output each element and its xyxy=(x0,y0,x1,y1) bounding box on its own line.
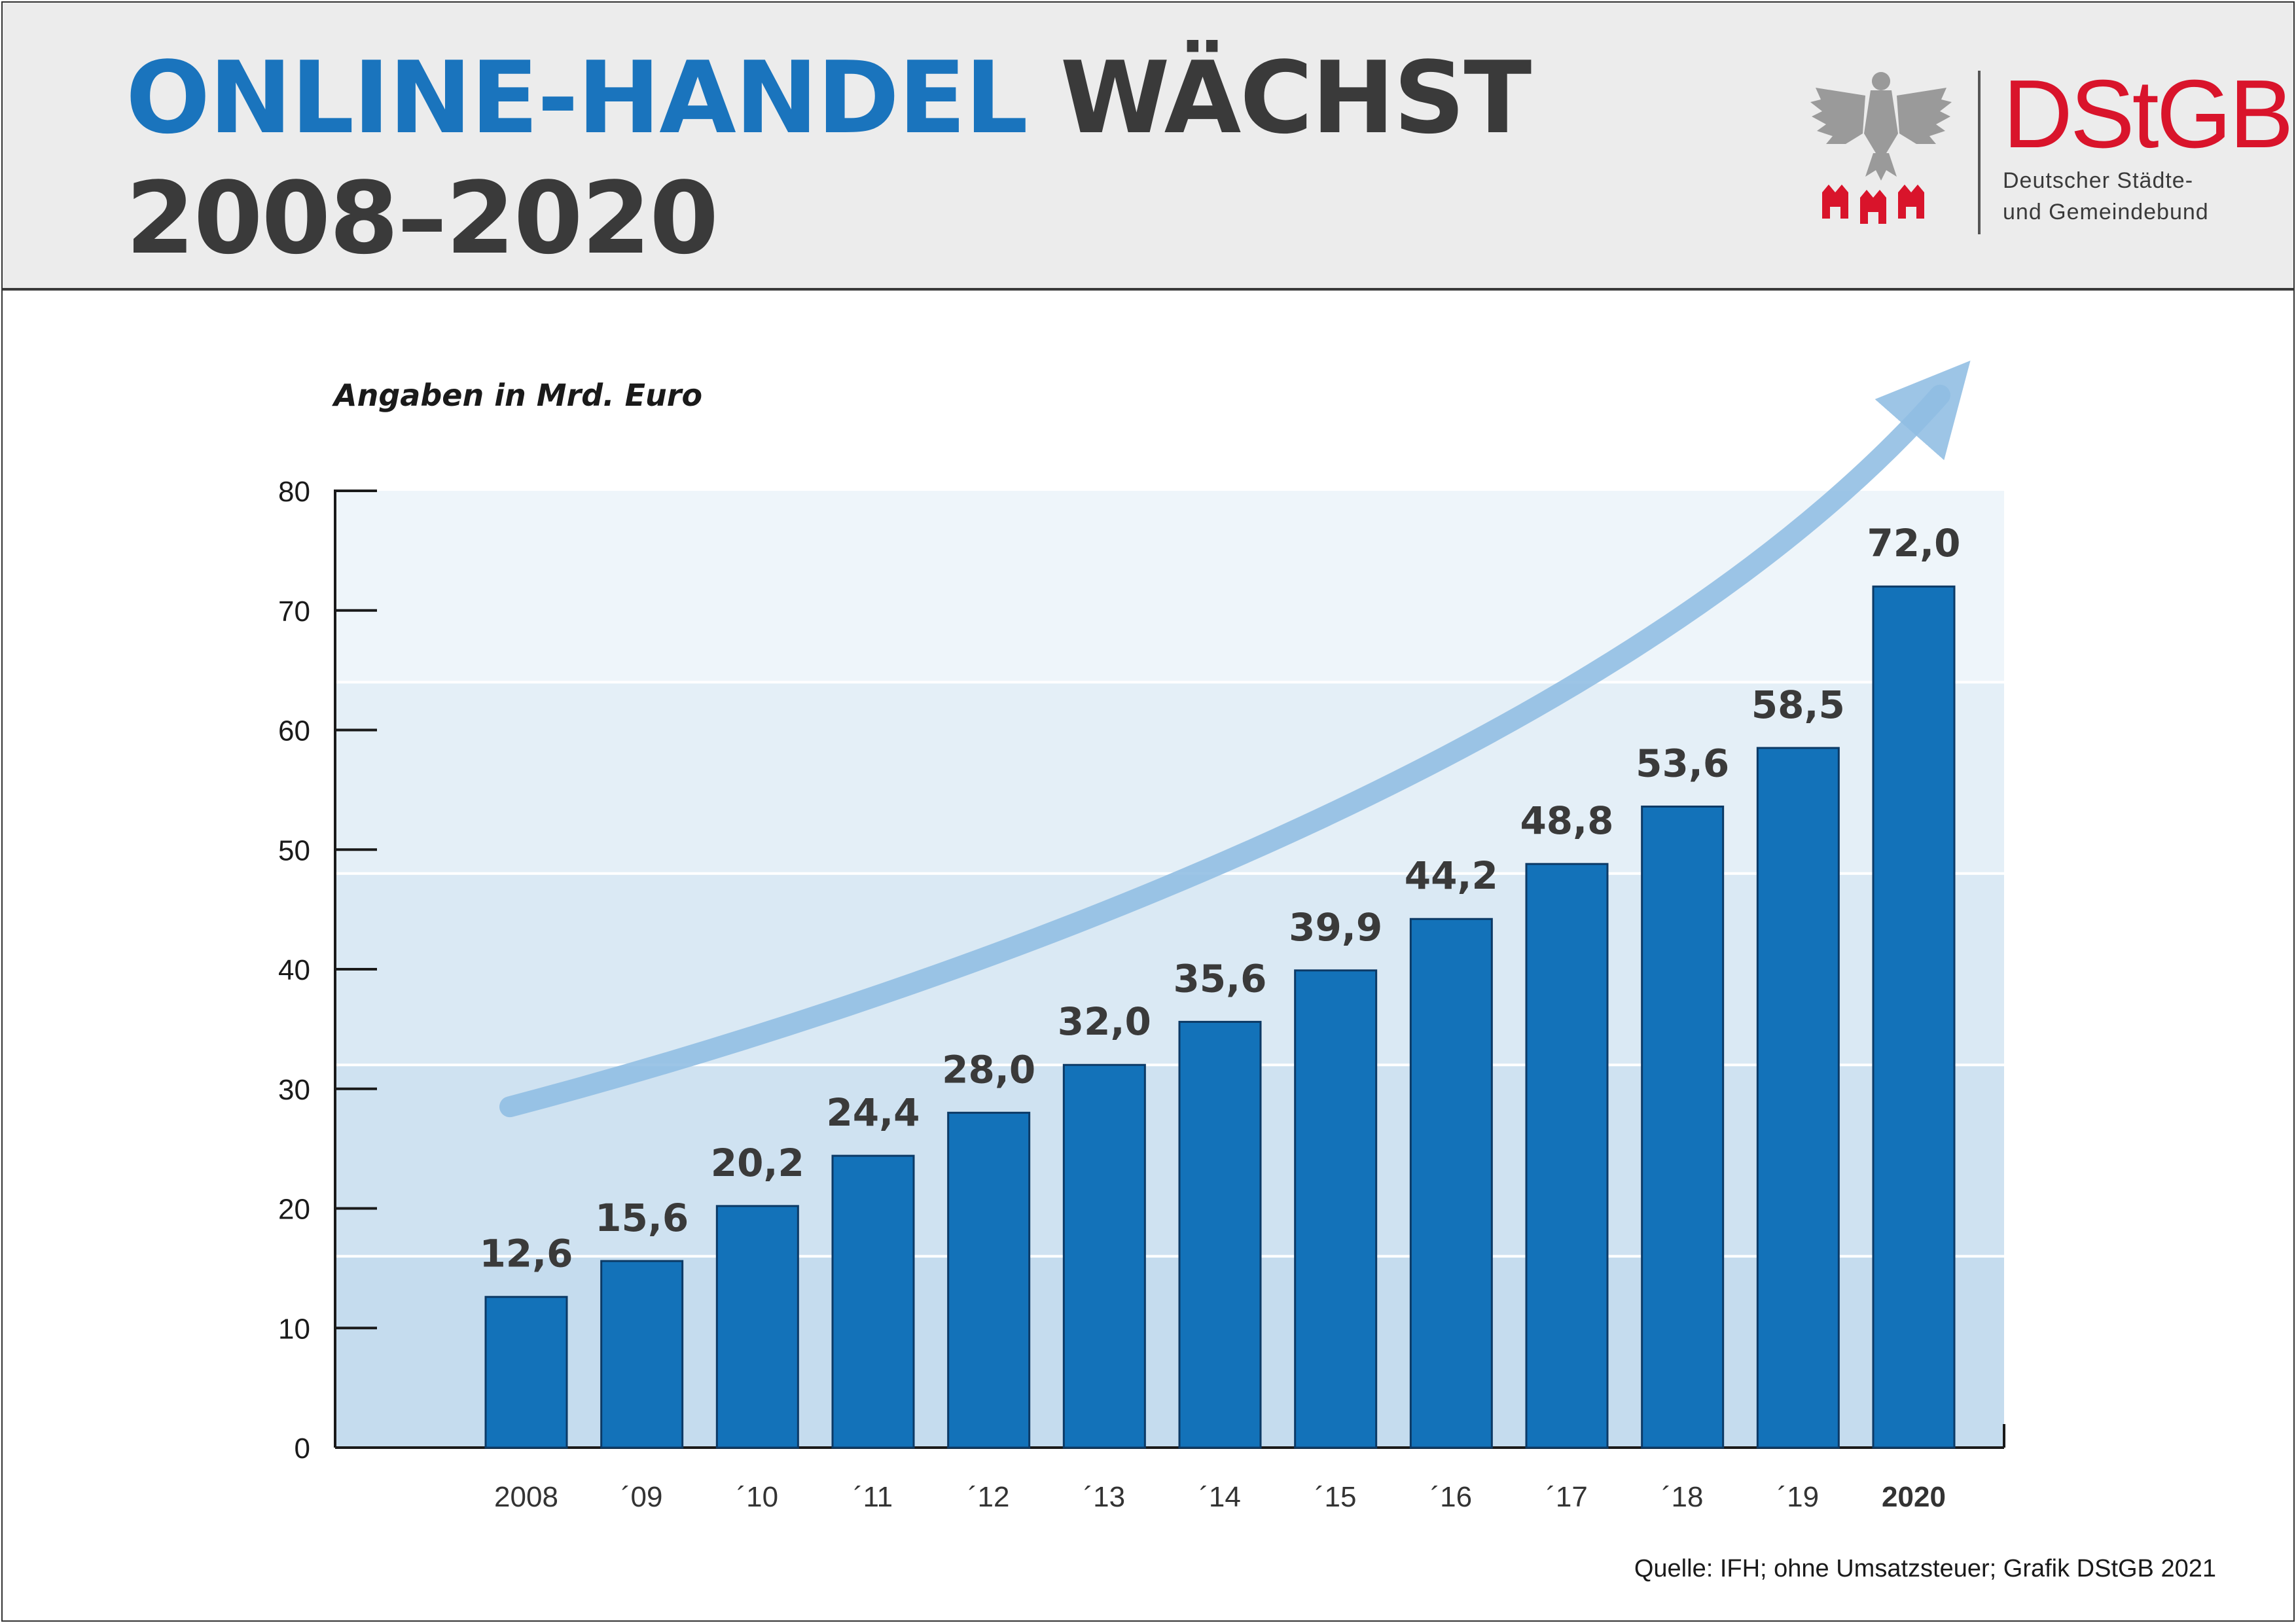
background-band xyxy=(335,682,2004,874)
y-tick-label: 0 xyxy=(295,1433,310,1465)
x-tick-label: ´18 xyxy=(1662,1481,1704,1513)
x-tick-label: ´11 xyxy=(853,1481,893,1513)
x-tick-label: ´16 xyxy=(1431,1481,1473,1513)
bar-chart: Angaben in Mrd. Euro 0 10 20 30 40 50 60 70 80 1… xyxy=(278,361,2005,1513)
value-label: 72,0 xyxy=(1867,521,1960,565)
y-axis-ticks: 0 10 20 30 40 50 60 70 80 xyxy=(278,476,377,1465)
value-labels: 12,6 15,6 20,2 24,4 28,0 32,0 35,6 39,9 44,2 48,8… xyxy=(479,521,1960,1276)
value-label: 35,6 xyxy=(1173,956,1266,1001)
logo-name-line-1: Deutscher Städte- xyxy=(2003,168,2194,193)
value-label: 39,9 xyxy=(1289,905,1382,950)
x-tick-label: ´17 xyxy=(1546,1481,1588,1513)
x-tick-label: ´10 xyxy=(737,1481,779,1513)
x-tick-label: ´13 xyxy=(1084,1481,1126,1513)
unit-note: Angaben in Mrd. Euro xyxy=(332,378,702,413)
x-axis-labels: 2008 ´09 ´10 ´11 ´12 ´13 ´14 ´15 ´16 ´17 ´18 ´19 202… xyxy=(494,1481,1946,1513)
bars xyxy=(484,585,1956,1449)
y-tick-label: 50 xyxy=(278,834,310,866)
x-tick-label: ´14 xyxy=(1199,1481,1241,1513)
value-label: 12,6 xyxy=(479,1232,573,1276)
y-tick-label: 80 xyxy=(278,476,310,508)
source-note: Quelle: IFH; ohne Umsatzsteuer; Grafik D… xyxy=(1634,1555,2216,1582)
city-gates-icon xyxy=(1822,185,1924,224)
bar xyxy=(831,1154,915,1449)
bar xyxy=(1525,863,1609,1449)
logo-abbreviation: DStGB xyxy=(2003,60,2294,168)
value-label: 28,0 xyxy=(942,1047,1035,1092)
value-label: 32,0 xyxy=(1058,999,1151,1044)
title-rest: WÄCHST xyxy=(1060,40,1532,156)
bar xyxy=(1178,1020,1262,1449)
bar xyxy=(600,1260,684,1449)
title-years: 2008–2020 xyxy=(126,160,719,276)
federal-eagle-icon xyxy=(1810,72,1952,224)
x-tick-label: ´19 xyxy=(1778,1481,1820,1513)
logo-divider xyxy=(1978,71,1981,234)
value-label: 15,6 xyxy=(595,1196,689,1240)
background-band xyxy=(335,1256,2004,1448)
background-band xyxy=(335,873,2004,1065)
logo-name-line-2: und Gemeindebund xyxy=(2003,200,2209,224)
bar xyxy=(484,1296,568,1449)
value-label: 20,2 xyxy=(711,1141,804,1185)
y-tick-label: 20 xyxy=(278,1194,310,1226)
dstgb-logo: DStGB Deutscher Städte-und Gemeindebund xyxy=(1803,62,2294,258)
title-highlight: ONLINE-HANDEL xyxy=(126,40,1028,156)
y-tick-label: 70 xyxy=(278,596,310,628)
y-tick-label: 40 xyxy=(278,954,310,986)
y-tick-label: 60 xyxy=(278,715,310,747)
header-band: ONLINE-HANDEL WÄCHST 2008–2020 DStGB D xyxy=(3,3,2294,291)
value-label: 24,4 xyxy=(826,1090,920,1135)
bar xyxy=(1409,918,1493,1449)
value-label: 48,8 xyxy=(1520,798,1613,843)
value-label: 58,5 xyxy=(1751,683,1845,727)
background-band xyxy=(335,1065,2004,1257)
page-title: ONLINE-HANDEL WÄCHST 2008–2020 xyxy=(126,38,1532,279)
x-tick-label: ´09 xyxy=(621,1481,663,1513)
bar xyxy=(1641,805,1725,1449)
background-bands xyxy=(335,491,2004,1448)
x-tick-label: ´12 xyxy=(968,1481,1010,1513)
bar xyxy=(1294,969,1378,1449)
x-tick-label: 2020 xyxy=(1882,1481,1946,1513)
x-tick-label: ´15 xyxy=(1315,1481,1357,1513)
logo-full-name: Deutscher Städte-und Gemeindebund xyxy=(2003,165,2209,228)
bar xyxy=(1062,1063,1146,1449)
value-label: 53,6 xyxy=(1636,741,1729,785)
bar xyxy=(715,1205,799,1449)
trend-arrow xyxy=(499,361,1971,1118)
bar xyxy=(947,1111,1031,1449)
value-label: 44,2 xyxy=(1405,853,1498,898)
bar xyxy=(1756,747,1840,1449)
background-band xyxy=(335,491,2004,683)
y-tick-label: 10 xyxy=(278,1313,310,1345)
x-tick-label: 2008 xyxy=(494,1481,558,1513)
bar xyxy=(1872,585,1956,1449)
y-tick-label: 30 xyxy=(278,1074,310,1106)
